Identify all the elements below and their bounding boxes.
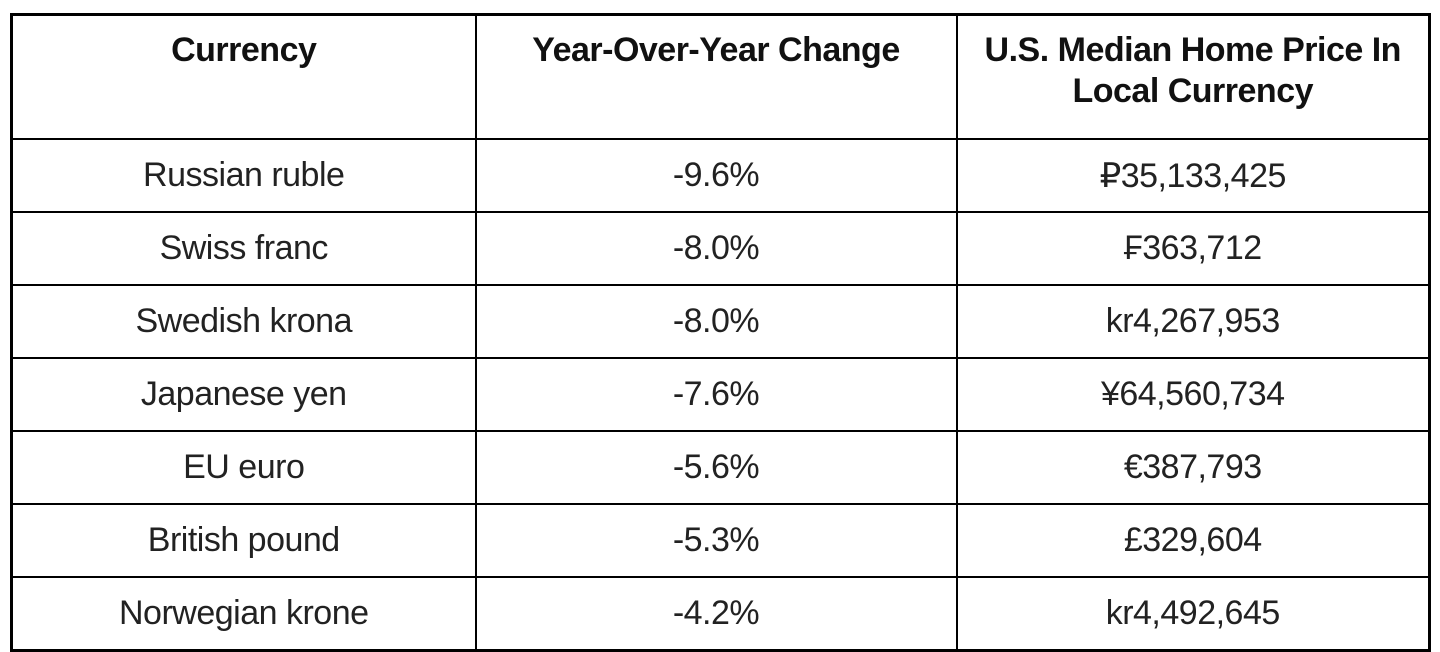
table-row: Russian ruble -9.6% ₽35,133,425: [10, 138, 1431, 213]
column-header-price-local: U.S. Median Home Price In Local Currency: [955, 13, 1431, 140]
table-row: British pound -5.3% £329,604: [10, 503, 1431, 578]
currency-table-container: Currency Year-Over-Year Change U.S. Medi…: [10, 13, 1431, 652]
cell-yoy-change: -4.2%: [474, 576, 958, 652]
table-row: EU euro -5.6% €387,793: [10, 430, 1431, 505]
cell-currency: Swedish krona: [10, 284, 477, 359]
cell-price: ₽35,133,425: [955, 138, 1431, 213]
table-row: Norwegian krone -4.2% kr4,492,645: [10, 576, 1431, 652]
table-header: Currency Year-Over-Year Change U.S. Medi…: [10, 13, 1431, 140]
table-row: Swedish krona -8.0% kr4,267,953: [10, 284, 1431, 359]
column-header-currency: Currency: [10, 13, 477, 140]
cell-yoy-change: -7.6%: [474, 357, 958, 432]
table-row: Japanese yen -7.6% ¥64,560,734: [10, 357, 1431, 432]
cell-price: €387,793: [955, 430, 1431, 505]
cell-currency: Swiss franc: [10, 211, 477, 286]
table-body: Russian ruble -9.6% ₽35,133,425 Swiss fr…: [10, 138, 1431, 652]
column-header-yoy-change: Year-Over-Year Change: [474, 13, 958, 140]
header-row: Currency Year-Over-Year Change U.S. Medi…: [10, 13, 1431, 140]
table-row: Swiss franc -8.0% ₣363,712: [10, 211, 1431, 286]
column-header-price-local-line2: Local Currency: [1072, 72, 1314, 110]
cell-yoy-change: -8.0%: [474, 211, 958, 286]
cell-price: £329,604: [955, 503, 1431, 578]
cell-price: kr4,492,645: [955, 576, 1431, 652]
cell-currency: EU euro: [10, 430, 477, 505]
cell-yoy-change: -5.6%: [474, 430, 958, 505]
column-header-price-local-line1: U.S. Median Home Price In: [984, 31, 1402, 69]
cell-price: ¥64,560,734: [955, 357, 1431, 432]
cell-currency: Norwegian krone: [10, 576, 477, 652]
cell-yoy-change: -9.6%: [474, 138, 958, 213]
cell-currency: Russian ruble: [10, 138, 477, 213]
cell-price: ₣363,712: [955, 211, 1431, 286]
cell-yoy-change: -5.3%: [474, 503, 958, 578]
cell-currency: British pound: [10, 503, 477, 578]
cell-currency: Japanese yen: [10, 357, 477, 432]
currency-table: Currency Year-Over-Year Change U.S. Medi…: [10, 13, 1431, 652]
cell-yoy-change: -8.0%: [474, 284, 958, 359]
cell-price: kr4,267,953: [955, 284, 1431, 359]
